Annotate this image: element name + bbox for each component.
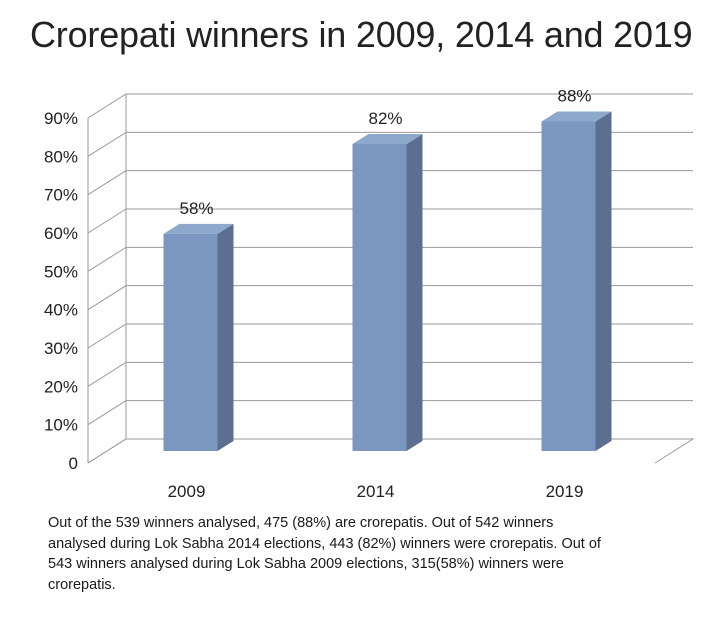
gridline [87, 361, 693, 387]
gridline [87, 400, 693, 426]
bar-2019 [541, 121, 596, 451]
data-labels: 58% 82% 88% [179, 86, 591, 217]
bar-side-2019 [595, 111, 612, 451]
data-label: 88% [557, 86, 591, 105]
data-label: 82% [368, 109, 402, 128]
y-tick-label: 30% [44, 339, 78, 358]
y-tick-label: 50% [44, 262, 78, 281]
bar-2014 [352, 143, 407, 451]
y-tick-label: 20% [44, 377, 78, 396]
gridline [87, 246, 693, 272]
bar-top-2009 [163, 223, 234, 234]
bar-2009 [163, 233, 218, 451]
bar-top-2019 [541, 111, 612, 122]
x-axis-ticks: 2009 2014 2019 [168, 482, 584, 501]
bar-top-2014 [352, 133, 423, 144]
gridline [87, 208, 693, 234]
gridline [87, 93, 693, 119]
y-tick-label: 90% [44, 109, 78, 128]
y-axis-ticks: 0 10% 20% 30% 40% 50% 60% 70% 80% 90% [44, 109, 78, 473]
y-tick-label: 70% [44, 186, 78, 205]
data-label: 58% [179, 199, 213, 218]
gridline [87, 285, 693, 311]
gridline [87, 131, 693, 157]
y-tick-label: 80% [44, 147, 78, 166]
bar-side-2014 [406, 133, 423, 451]
bars [163, 111, 612, 451]
chart-footnote: Out of the 539 winners analysed, 475 (88… [48, 515, 601, 593]
gridline [87, 170, 693, 196]
grid-layer [87, 93, 695, 464]
y-tick-label: 40% [44, 301, 78, 320]
gridline [87, 438, 693, 464]
bar-side-2009 [217, 223, 234, 451]
x-tick-label: 2014 [357, 482, 395, 501]
y-tick-label: 10% [44, 416, 78, 435]
y-tick-label: 60% [44, 224, 78, 243]
x-tick-label: 2009 [168, 482, 206, 501]
gridline [87, 323, 693, 349]
chart-title: Crorepati winners in 2009, 2014 and 2019 [30, 14, 693, 55]
x-tick-label: 2019 [546, 482, 584, 501]
y-tick-label: 0 [69, 454, 78, 473]
